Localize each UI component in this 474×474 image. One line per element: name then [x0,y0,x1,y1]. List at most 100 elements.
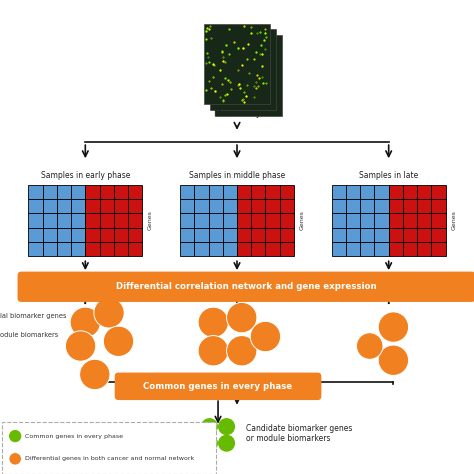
Bar [280,213,294,228]
Bar [389,185,403,199]
Bar [346,228,360,242]
Bar [128,242,142,256]
Circle shape [218,435,235,452]
FancyBboxPatch shape [2,422,216,474]
Bar [280,242,294,256]
Bar [265,185,280,199]
Bar [85,199,100,213]
Bar [57,213,71,228]
Bar [180,199,194,213]
Bar [403,213,417,228]
Bar [128,213,142,228]
Bar [389,199,403,213]
Bar [114,242,128,256]
Bar [237,213,251,228]
Circle shape [70,307,100,337]
Text: Common genes in every phase: Common genes in every phase [25,434,123,438]
Bar [417,242,431,256]
Bar [280,185,294,199]
Bar [403,199,417,213]
Bar [209,185,223,199]
Bar [265,199,280,213]
Bar [100,242,114,256]
Bar [251,185,265,199]
Bar [251,242,265,256]
Bar [237,242,251,256]
Bar [71,242,85,256]
Bar [403,242,417,256]
Bar [85,213,100,228]
Text: Common genes in every phase: Common genes in every phase [144,382,292,391]
Bar [28,213,43,228]
Bar [237,185,251,199]
Bar [389,242,403,256]
Bar [209,228,223,242]
Text: Genes: Genes [300,210,305,230]
Bar [431,228,446,242]
Bar [332,185,346,199]
Bar [223,213,237,228]
Bar [431,242,446,256]
Bar [223,199,237,213]
Text: Microarray: Microarray [213,109,261,118]
Bar [251,199,265,213]
Circle shape [94,298,124,328]
Bar [431,213,446,228]
Bar [100,199,114,213]
Bar [403,185,417,199]
Bar [374,185,389,199]
Bar [114,199,128,213]
Circle shape [250,321,281,352]
Bar [100,213,114,228]
Bar [265,228,280,242]
Bar [251,228,265,242]
Circle shape [201,418,218,435]
Bar [194,228,209,242]
Bar [360,213,374,228]
Circle shape [198,336,228,366]
Bar [43,185,57,199]
Circle shape [103,326,134,356]
Bar [28,185,43,199]
Circle shape [218,418,235,435]
Bar [57,185,71,199]
Bar [417,185,431,199]
Circle shape [378,345,409,375]
Bar [417,199,431,213]
Bar [28,228,43,242]
Circle shape [9,430,21,442]
Circle shape [9,453,21,465]
Bar [332,228,346,242]
Bar [332,242,346,256]
Bar [374,228,389,242]
Text: Samples in middle phase: Samples in middle phase [189,171,285,180]
Bar [237,199,251,213]
Bar [204,24,270,104]
Text: Differential correlation network and gene expression: Differential correlation network and gen… [116,283,377,291]
Bar [374,242,389,256]
Bar [403,228,417,242]
Bar [215,35,282,116]
Bar [237,228,251,242]
Text: Candidate biomarker genes
or module biomarkers: Candidate biomarker genes or module biom… [246,424,353,443]
Bar [360,199,374,213]
Bar [332,213,346,228]
Bar [346,199,360,213]
Bar [223,185,237,199]
Bar [100,228,114,242]
Bar [431,185,446,199]
Bar [346,213,360,228]
Bar [180,185,194,199]
Bar [209,242,223,256]
Text: Samples in early phase: Samples in early phase [41,171,130,180]
Bar [71,228,85,242]
Bar [43,213,57,228]
Bar [114,228,128,242]
Bar [57,242,71,256]
Bar [28,199,43,213]
Circle shape [378,312,409,342]
Bar [114,213,128,228]
Bar [43,199,57,213]
Bar [180,213,194,228]
Text: Genes: Genes [451,210,456,230]
